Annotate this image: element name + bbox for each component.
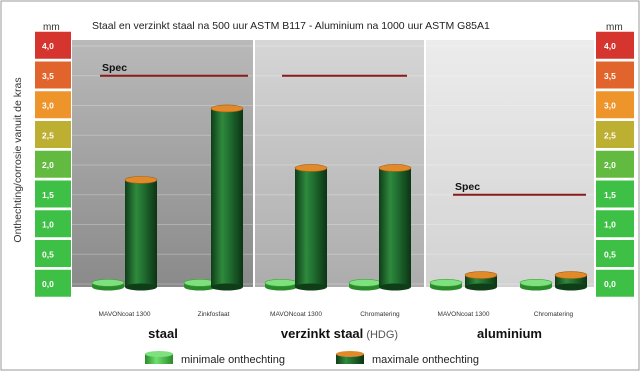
legend-label: maximale onthechting: [372, 354, 479, 366]
y-tick-label: 4,0: [42, 41, 54, 51]
group-label-suffix: (HDG): [363, 329, 398, 341]
legend-swatch: [336, 354, 364, 364]
scale-block-left: [35, 180, 71, 208]
scale-block-right: [596, 31, 634, 59]
scale-block-right: [596, 91, 634, 119]
y-tick-label: 1,5: [604, 190, 616, 200]
bar-max: [554, 271, 588, 291]
scale-block-left: [35, 61, 71, 89]
scale-block-right: [596, 121, 634, 148]
bar-max-body: [555, 275, 587, 287]
scale-block-left: [35, 31, 71, 59]
bar-max-body: [211, 108, 243, 287]
group-label: verzinkt staal (HDG): [281, 326, 398, 341]
bar-min-top: [348, 279, 382, 287]
bar-max-top: [378, 164, 412, 172]
bar-max-top: [210, 104, 244, 113]
group-panel: [425, 40, 594, 287]
y-tick-label: 2,0: [42, 160, 54, 170]
unit-label: mm: [606, 22, 623, 33]
y-tick-label: 3,0: [604, 101, 616, 111]
scale-block-right: [596, 150, 634, 178]
legend-item: minimale onthechting: [145, 351, 285, 366]
scale-block-right: [596, 210, 634, 238]
category-label: Chromatering: [360, 311, 400, 318]
bar-min: [429, 279, 463, 291]
bar-max: [124, 176, 158, 291]
category-label: MAVONcoat 1300: [438, 311, 490, 318]
bar-max-top: [554, 271, 588, 279]
bar-min-top: [264, 279, 298, 287]
bar-max-top: [124, 176, 158, 184]
bar-max-base: [465, 283, 497, 291]
y-tick-label: 1,0: [42, 220, 54, 230]
spec-label: Spec: [102, 62, 127, 74]
bar-max-body: [295, 167, 327, 287]
bar-min: [519, 279, 553, 291]
bar-max: [294, 164, 328, 291]
bar-max-top: [294, 164, 328, 172]
bar-min-top: [519, 279, 553, 287]
chart-title: Staal en verzinkt staal na 500 uur ASTM …: [92, 20, 490, 32]
legend-item: maximale onthechting: [336, 351, 479, 366]
category-label: MAVONcoat 1300: [270, 311, 322, 318]
bar-max-base: [125, 283, 157, 291]
y-tick-label: 0,0: [42, 279, 54, 289]
bar-max: [210, 104, 244, 291]
bar-max-base: [211, 283, 243, 291]
legend-swatch-top: [145, 351, 173, 357]
category-label: Zinkfosfaat: [198, 311, 230, 318]
y-tick-label: 3,5: [604, 71, 616, 81]
y-tick-label: 3,0: [42, 101, 54, 111]
legend-label: minimale onthechting: [181, 354, 285, 366]
bar-min: [91, 279, 125, 291]
scale-block-left: [35, 150, 71, 178]
y-tick-label: 0,5: [604, 249, 616, 259]
bar-min: [348, 279, 382, 291]
spec-label: Spec: [455, 181, 480, 193]
legend-swatch: [145, 354, 173, 364]
y-tick-label: 0,5: [42, 249, 54, 259]
bar-min-top: [91, 279, 125, 287]
y-tick-label: 2,5: [604, 130, 616, 140]
y-tick-label: 0,0: [604, 279, 616, 289]
scale-block-left: [35, 269, 71, 297]
y-tick-label: 2,0: [604, 160, 616, 170]
scale-block-left: [35, 91, 71, 119]
bar-max: [464, 271, 498, 291]
scale-block-left: [35, 210, 71, 238]
scale-block-left: [35, 240, 71, 267]
scale-block-right: [596, 61, 634, 89]
scale-block-right: [596, 180, 634, 208]
y-tick-label: 2,5: [42, 130, 54, 140]
scale-block-right: [596, 240, 634, 267]
y-tick-label: 1,0: [604, 220, 616, 230]
y-tick-label: 1,5: [42, 190, 54, 200]
bar-max-body: [379, 167, 411, 287]
y-axis-label: Onthechting/corrosie vanuit de kras: [12, 77, 24, 242]
group-label: staal: [148, 326, 178, 341]
bar-max-body: [465, 275, 497, 287]
legend-swatch-top: [336, 351, 364, 357]
group-label: aluminium: [477, 326, 542, 341]
bar-min-top: [429, 279, 463, 287]
y-tick-label: 3,5: [42, 71, 54, 81]
bar-max-base: [555, 283, 587, 291]
bar-max-body: [125, 179, 157, 287]
bar-max-base: [295, 283, 327, 291]
bar-max: [378, 164, 412, 291]
bar-min: [264, 279, 298, 291]
scale-block-left: [35, 121, 71, 148]
bar-max-base: [379, 283, 411, 291]
category-label: MAVONcoat 1300: [99, 311, 151, 318]
bar-max-top: [464, 271, 498, 279]
category-label: Chromatering: [534, 311, 574, 318]
y-tick-label: 4,0: [604, 41, 616, 51]
unit-label: mm: [43, 22, 60, 33]
bar-min: [183, 279, 217, 291]
scale-block-right: [596, 269, 634, 297]
